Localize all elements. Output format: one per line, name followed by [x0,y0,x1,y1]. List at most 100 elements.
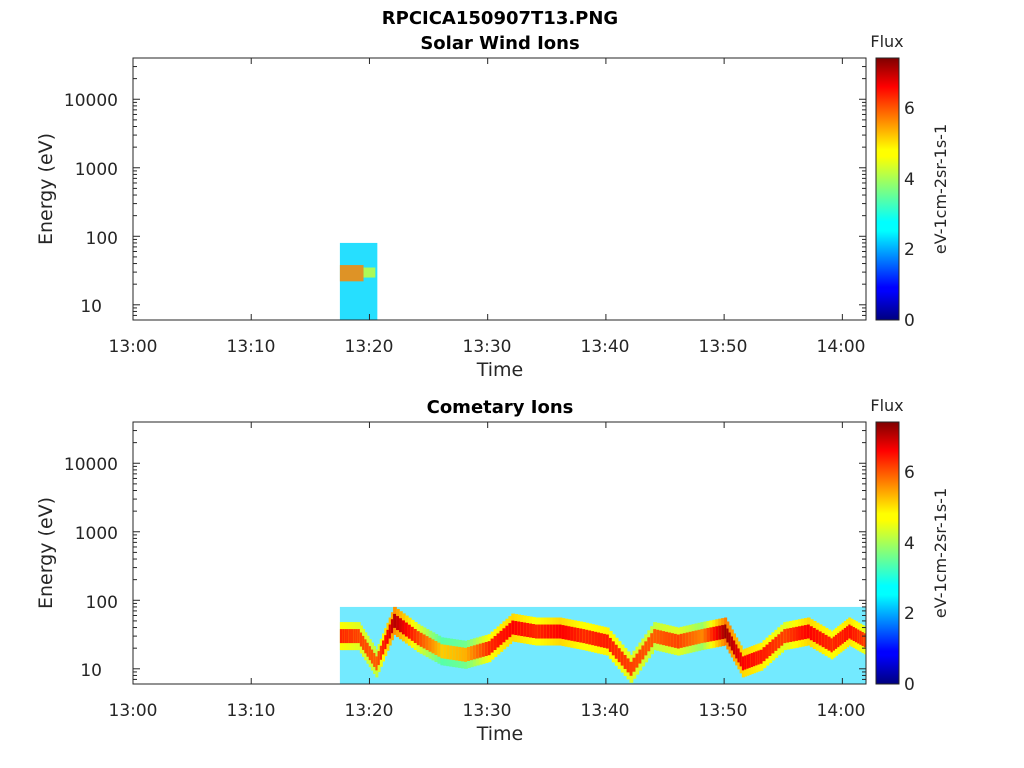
flux-cell [768,642,773,657]
colorbar-tick-label: 6 [904,99,915,119]
flux-cell [440,644,445,659]
flux-cell [475,644,480,659]
flux-cell [514,621,519,636]
flux-cell [656,629,660,644]
flux-cell [537,624,542,639]
flux-cell [638,649,643,664]
flux-cell [520,622,524,637]
flux-cell [493,636,498,651]
flux-cell [437,642,442,657]
flux-cell [549,624,554,639]
flux-cell [679,633,684,648]
flux-cell [434,641,439,656]
flux-cell [599,633,604,648]
y-tick-label: 10 [80,297,102,317]
flux-cell [344,629,348,644]
flux-cell [373,652,377,667]
flux-cell [484,642,489,657]
colorbar-title: Flux [870,32,903,51]
colorbar-tick-label: 6 [904,463,915,483]
y-tick-label: 10000 [64,455,118,475]
flux-cell [676,634,681,649]
flux-cell [401,620,406,635]
colorbar-tick-label: 2 [904,240,915,260]
flux-cell [818,631,823,646]
x-tick-label: 13:00 [109,701,158,721]
flux-cell [757,650,761,665]
flux-cell [490,638,495,653]
flux-cell [469,646,474,661]
flux-cell [721,625,725,640]
flux-cell [861,632,865,647]
flux-cell [390,619,394,634]
x-tick-label: 13:50 [699,337,748,357]
tick-marks [132,57,866,321]
x-tick-label: 13:20 [345,337,394,357]
flux-cell [673,633,678,648]
heatmap-cells [339,242,378,320]
flux-cell [617,648,622,663]
flux-cell [691,631,696,646]
x-axis-label: Time [476,359,524,381]
flux-cell [481,642,486,657]
flux-cell [410,626,415,641]
flux-cell [803,625,808,640]
flux-cell [588,630,592,645]
flux-cell [605,634,610,649]
flux-cell [611,641,616,656]
flux-cell [839,631,843,646]
flux-cell [567,626,572,641]
flux-cell [386,629,390,644]
flux-cell [703,628,708,643]
flux-cell [712,626,717,641]
flux-cell [366,642,370,657]
x-ticks: 13:00 13:10 13:20 13:30 13:40 13:50 14:0… [109,701,866,721]
y-tick-label: 1000 [75,160,118,180]
flux-cell [529,623,533,638]
flux-cell [724,624,728,639]
flux-cell [715,626,720,641]
flux-cell [744,655,748,670]
flux-cell [614,644,619,659]
flux-cell [774,636,779,651]
flux-cell [667,632,672,647]
flux-cell [388,624,392,639]
flux-cell [809,626,814,641]
flux-cell [499,630,504,645]
colorbar [875,421,900,685]
flux-cell [478,643,483,658]
flux-cell [629,661,634,676]
flux-cell [697,629,702,644]
flux-cell [848,624,852,639]
flux-cell [850,625,854,640]
colorbar-tick-label: 2 [904,604,915,624]
flux-cell [532,624,536,639]
heatmap-cells [339,606,867,684]
flux-cell [718,625,722,640]
flux-cell [364,639,368,654]
figure-title: RPCICA150907T13.PNG [382,8,618,29]
flux-cell [854,628,858,643]
x-tick-label: 13:30 [463,701,512,721]
colorbar-title: Flux [870,396,903,415]
flux-cell [377,651,381,666]
flux-cell [546,624,551,639]
flux-cell [404,622,409,637]
flux-cell [350,629,354,644]
flux-cell [748,653,752,668]
flux-cell [857,629,861,644]
flux-cell [348,629,352,644]
flux-cell [359,632,363,647]
panel-title: Solar Wind Ions [420,33,579,54]
y-tick-label: 100 [86,229,118,249]
flux-cell [620,651,625,666]
flux-cell [632,657,637,672]
flux-cell [759,649,764,664]
colorbar [875,57,900,321]
x-tick-label: 13:00 [109,337,158,357]
flux-cell [780,631,785,646]
flux-cell [800,625,805,640]
flux-cell [859,630,863,645]
flux-cell [362,635,366,650]
flux-cell [357,629,361,644]
